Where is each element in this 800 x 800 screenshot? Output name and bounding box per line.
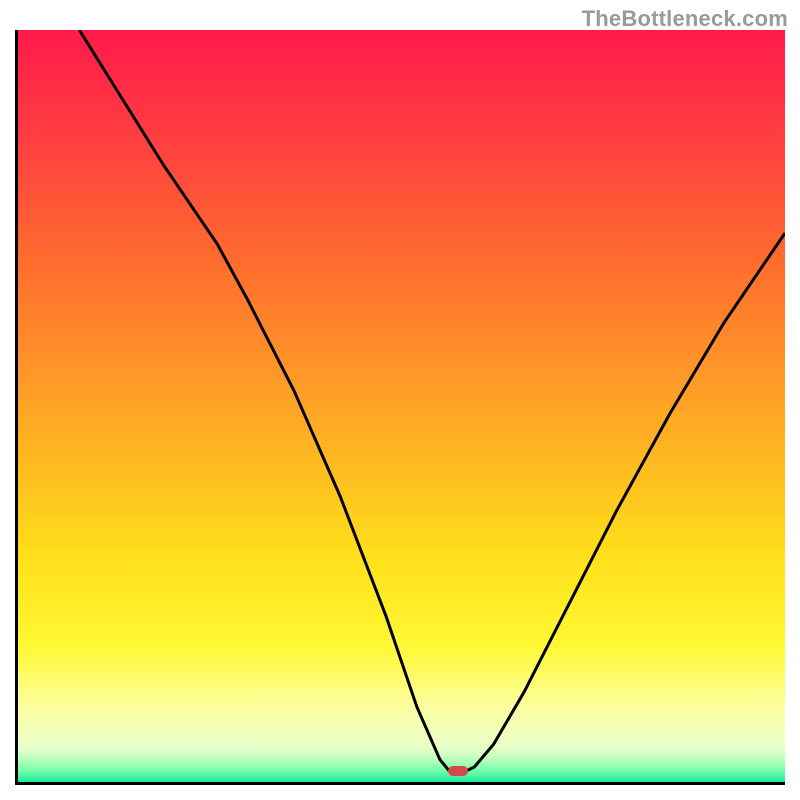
- bottleneck-curve: [18, 30, 785, 782]
- bottleneck-tip-marker: [448, 766, 468, 776]
- bottleneck-chart: [15, 30, 785, 785]
- curve-path: [79, 30, 785, 771]
- watermark-text: TheBottleneck.com: [582, 6, 788, 32]
